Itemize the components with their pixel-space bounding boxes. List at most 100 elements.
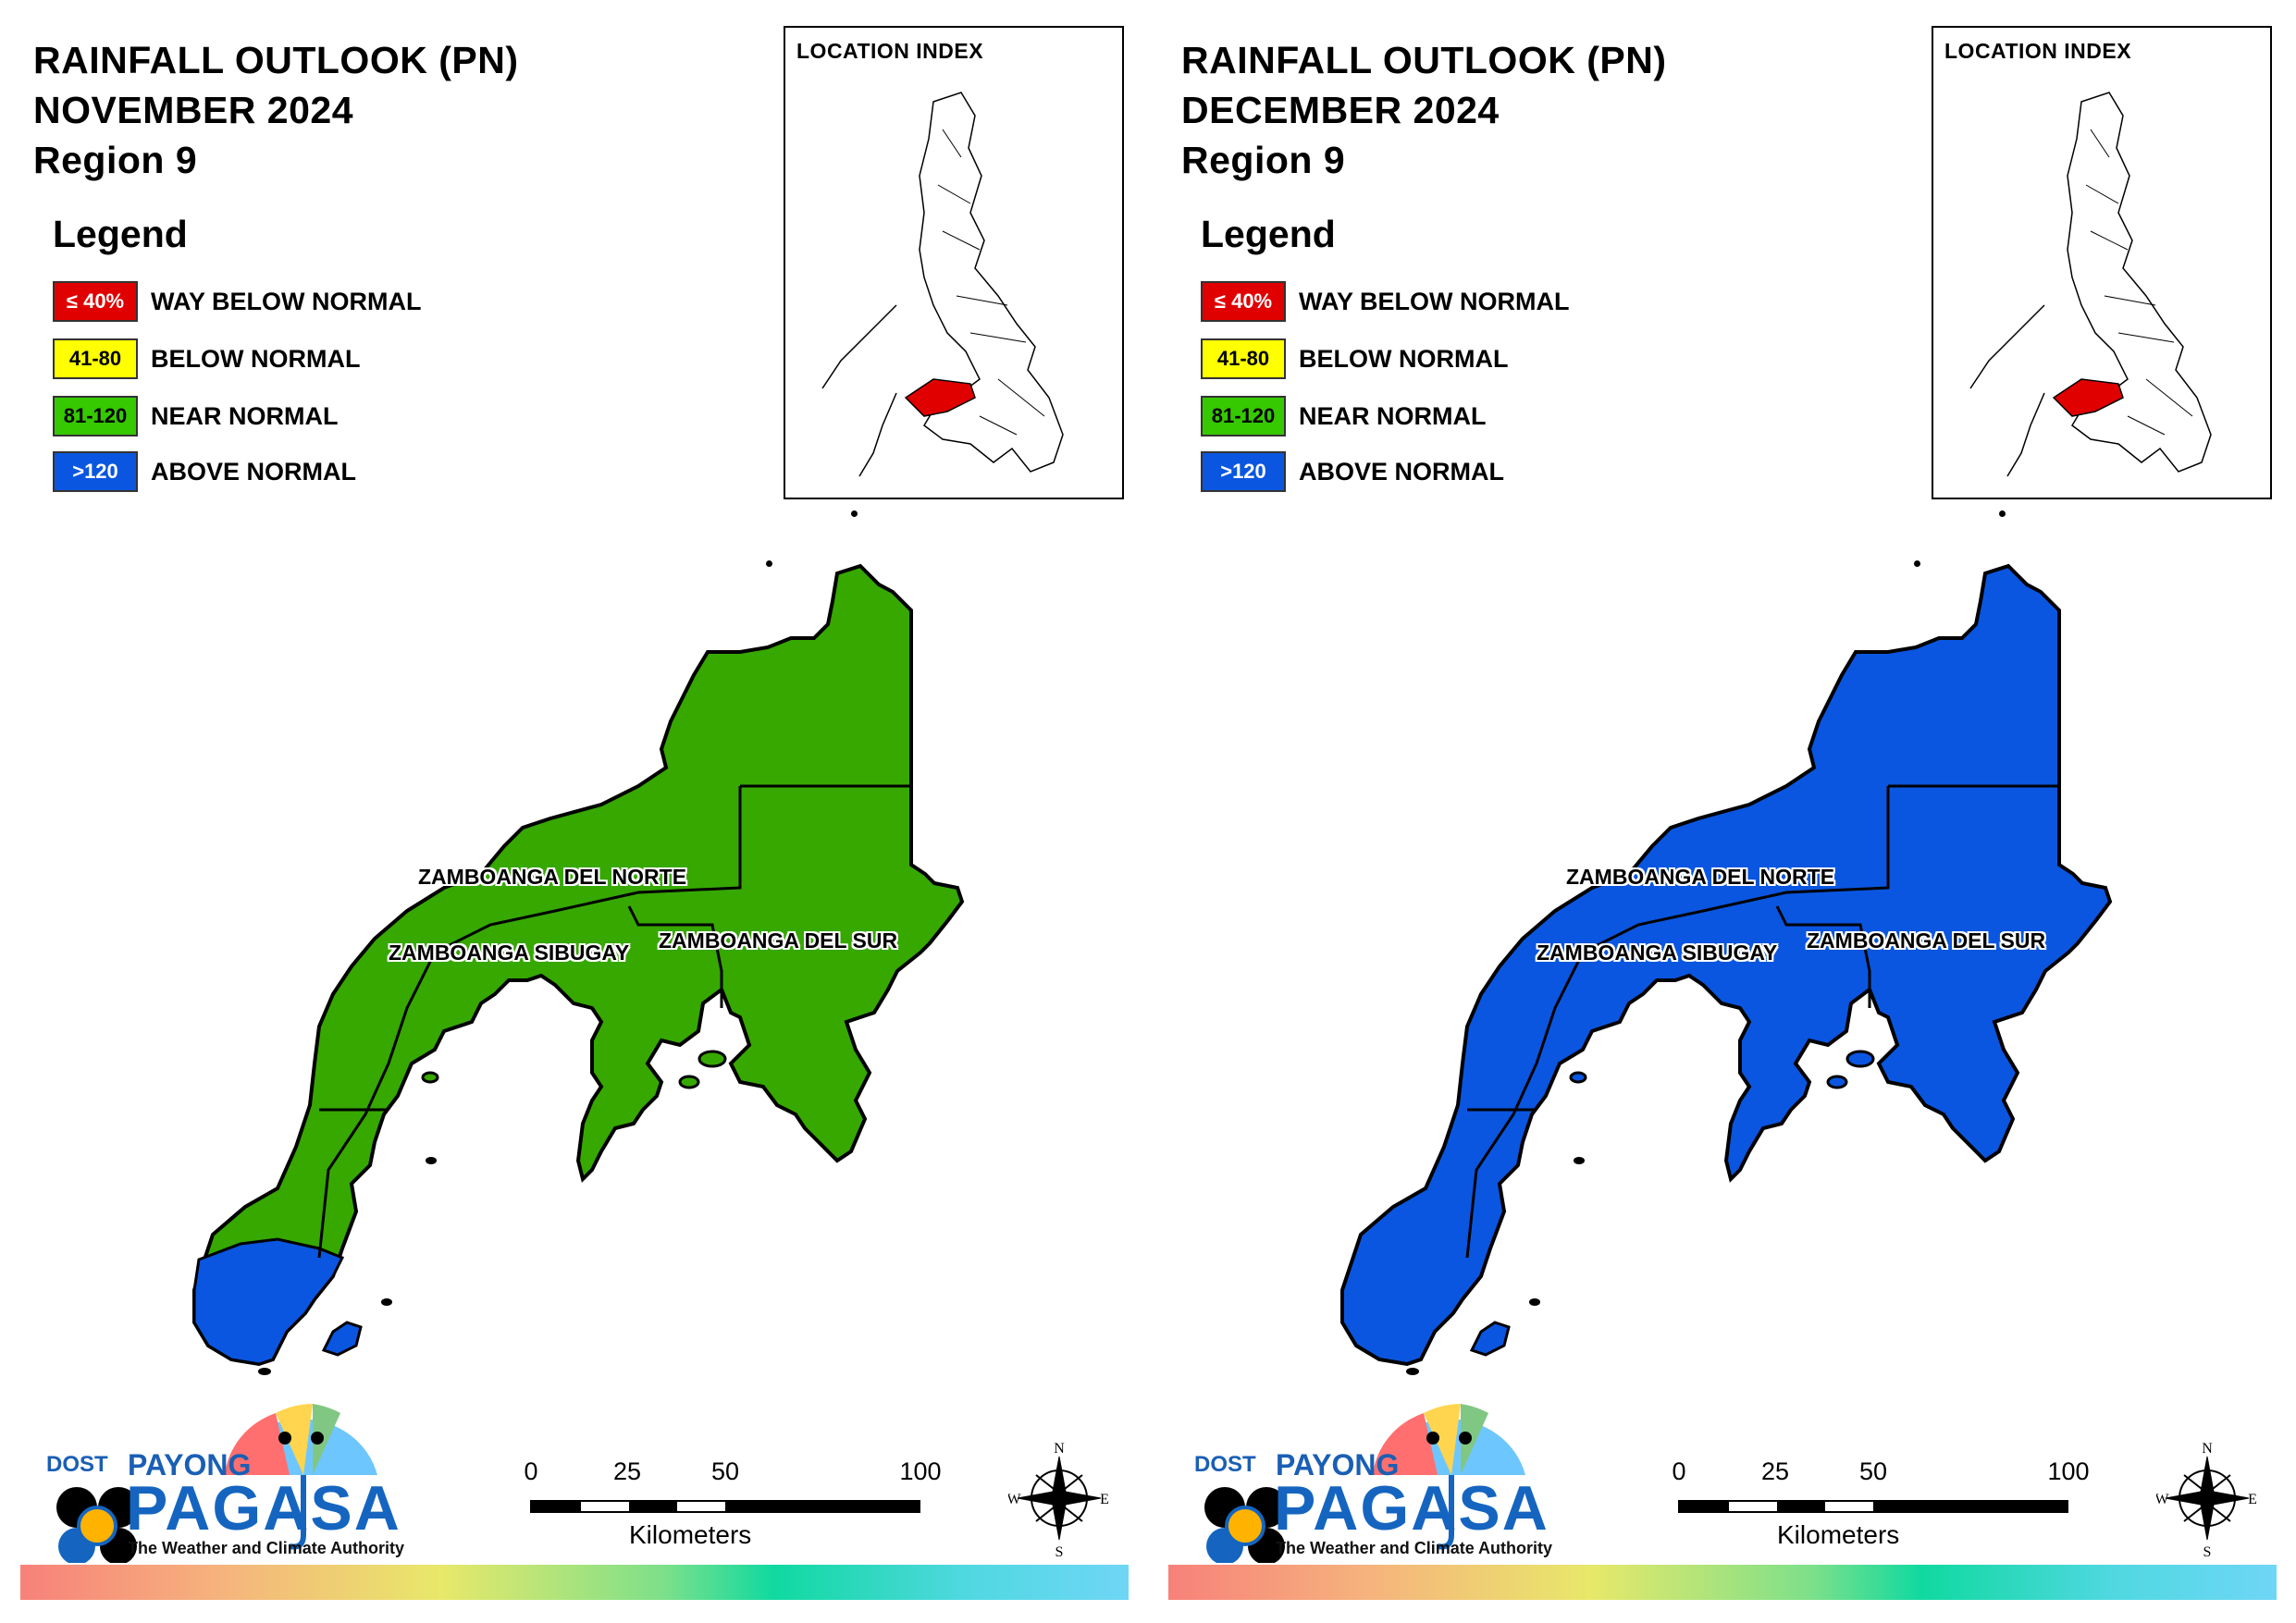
legend-item-above: >120 ABOVE NORMAL	[1201, 451, 1504, 492]
compass-s: S	[1055, 1544, 1064, 1558]
province-label-norte: ZAMBOANGA DEL NORTE	[418, 865, 687, 889]
map-title: RAINFALL OUTLOOK (PN) NOVEMBER 2024 Regi…	[33, 35, 518, 185]
philippines-outline-map	[1969, 92, 2212, 477]
compass-e: E	[2248, 1492, 2257, 1507]
map-dot	[851, 510, 858, 517]
title-line-3: Region 9	[33, 139, 198, 181]
legend-item-below: 41-80 BELOW NORMAL	[1201, 338, 1508, 379]
footer-gradient-bar	[1168, 1565, 2277, 1600]
title-line-2: DECEMBER 2024	[1181, 89, 1500, 131]
island	[1529, 1298, 1540, 1306]
compass-n: N	[2202, 1441, 2213, 1457]
island	[1469, 1321, 1511, 1357]
north-arrow: N S E W	[2154, 1438, 2258, 1560]
scale-tick: 25	[612, 1457, 642, 1485]
legend-item-near: 81-120 NEAR NORMAL	[53, 396, 339, 436]
island	[421, 1071, 439, 1084]
southwest-tip-zone	[192, 1237, 345, 1366]
compass-e: E	[1100, 1492, 1109, 1507]
title-line-1: RAINFALL OUTLOOK (PN)	[33, 39, 519, 81]
legend-item-way-below: ≤ 40% WAY BELOW NORMAL	[53, 281, 422, 322]
scale-bar: 0 25 50 100 Kilometers	[1672, 1457, 2089, 1550]
legend-label: ABOVE NORMAL	[151, 457, 356, 486]
legend-swatch: 41-80	[1201, 338, 1286, 379]
map-dot	[1914, 560, 1920, 567]
logo-tagline: The Weather and Climate Authority	[1276, 1539, 1553, 1557]
map-dot	[766, 560, 772, 567]
island	[697, 1050, 727, 1068]
island	[258, 1368, 271, 1375]
region-9-highlight	[2052, 378, 2124, 417]
legend-title: Legend	[1201, 213, 1336, 255]
map-dot	[1999, 510, 2006, 517]
legend-swatch: ≤ 40%	[53, 281, 138, 322]
logo-graphic	[1204, 1404, 1525, 1563]
province-boundaries	[1465, 784, 2059, 1259]
location-index-inset: LOCATION INDEX	[784, 26, 1124, 499]
logo-graphic	[56, 1404, 377, 1563]
scale-tick: 50	[710, 1457, 740, 1485]
title-line-2: NOVEMBER 2024	[33, 89, 354, 131]
legend-swatch: 41-80	[53, 338, 138, 379]
location-index-title: LOCATION INDEX	[1944, 39, 2132, 63]
scale-tick: 25	[1760, 1457, 1790, 1485]
logo-pagasa: PAGASA	[1274, 1473, 1549, 1543]
scale-bar: 0 25 50 100 Kilometers	[524, 1457, 941, 1550]
legend-title: Legend	[53, 213, 188, 255]
compass-rose-icon: N S E W	[1006, 1441, 1109, 1560]
zamboanga-peninsula-main	[1340, 563, 2113, 1367]
compass-n: N	[1054, 1441, 1065, 1457]
region-9-highlight	[904, 378, 976, 417]
province-label-sur: ZAMBOANGA DEL SUR	[659, 928, 898, 953]
footer-gradient-bar	[20, 1565, 1129, 1600]
legend-item-above: >120 ABOVE NORMAL	[53, 451, 356, 492]
legend-label: NEAR NORMAL	[151, 401, 339, 430]
scale-tick: 0	[524, 1457, 538, 1485]
logo-dost: DOST	[46, 1452, 108, 1477]
legend-swatch: >120	[53, 451, 138, 492]
island	[426, 1157, 437, 1164]
scale-tick: 100	[899, 1457, 942, 1485]
map-title: RAINFALL OUTLOOK (PN) DECEMBER 2024 Regi…	[1181, 35, 1666, 185]
island	[381, 1298, 392, 1306]
island	[678, 1075, 700, 1089]
province-label-sibugay: ZAMBOANGA SIBUGAY	[389, 941, 630, 965]
scale-tick: 50	[1858, 1457, 1888, 1485]
legend-label: WAY BELOW NORMAL	[151, 287, 422, 315]
island	[321, 1321, 363, 1357]
scale-tick: 0	[1672, 1457, 1686, 1485]
island	[1406, 1368, 1419, 1375]
legend-swatch: ≤ 40%	[1201, 281, 1286, 322]
legend-swatch: >120	[1201, 451, 1286, 492]
scale-unit: Kilometers	[1777, 1520, 1900, 1549]
island	[1845, 1050, 1875, 1068]
philippines-outline-map	[821, 92, 1064, 477]
scale-bar-graphic	[1678, 1500, 2068, 1513]
legend-label: NEAR NORMAL	[1299, 401, 1487, 430]
legend-item-near: 81-120 NEAR NORMAL	[1201, 396, 1487, 436]
logo-payong: PAYONG	[1276, 1448, 1400, 1482]
island	[1569, 1071, 1587, 1084]
payong-pagasa-logo: DOST PAYONG PAGASA The Weather and Clima…	[1183, 1387, 1552, 1563]
logo-payong: PAYONG	[128, 1448, 252, 1482]
island	[1826, 1075, 1848, 1089]
province-label-sibugay: ZAMBOANGA SIBUGAY	[1537, 941, 1778, 965]
logo-tagline: The Weather and Climate Authority	[128, 1539, 405, 1557]
outlook-panel-november: RAINFALL OUTLOOK (PN) NOVEMBER 2024 Regi…	[20, 26, 1129, 1600]
province-boundaries	[317, 784, 911, 1259]
logo-pagasa: PAGASA	[126, 1473, 401, 1543]
compass-w: W	[2156, 1492, 2169, 1507]
location-index-inset: LOCATION INDEX	[1932, 26, 2272, 499]
payong-pagasa-logo: DOST PAYONG PAGASA The Weather and Clima…	[35, 1387, 404, 1563]
legend-swatch: 81-120	[1201, 396, 1286, 436]
region-9-map	[192, 563, 965, 1375]
legend-label: WAY BELOW NORMAL	[1299, 287, 1570, 315]
scale-bar-graphic	[530, 1500, 920, 1513]
zamboanga-peninsula-main	[192, 563, 965, 1367]
legend-item-below: 41-80 BELOW NORMAL	[53, 338, 360, 379]
compass-s: S	[2203, 1544, 2212, 1558]
outlook-panel-december: RAINFALL OUTLOOK (PN) DECEMBER 2024 Regi…	[1148, 0, 2296, 1623]
legend-item-way-below: ≤ 40% WAY BELOW NORMAL	[1201, 281, 1570, 322]
compass-rose-icon: N S E W	[2154, 1441, 2257, 1560]
legend-label: ABOVE NORMAL	[1299, 457, 1504, 486]
